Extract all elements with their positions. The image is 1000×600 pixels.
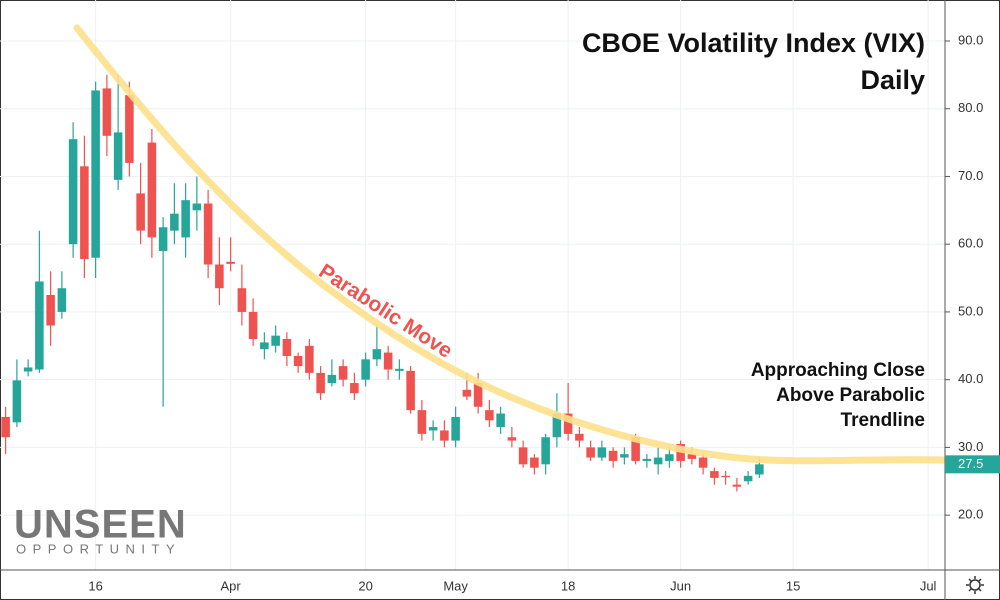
- candle-body: [710, 471, 719, 478]
- candle-body: [248, 311, 258, 340]
- candle-body: [586, 447, 595, 458]
- candle-body: [80, 166, 89, 260]
- parabolic-trendline: [73, 24, 949, 465]
- candle-body: [68, 139, 78, 245]
- x-tick-label: 20: [358, 578, 372, 593]
- candle-body: [530, 457, 539, 468]
- candle-body: [350, 383, 359, 394]
- candle-body: [620, 454, 629, 458]
- candle-body: [698, 457, 708, 468]
- candle-body: [665, 454, 674, 461]
- x-tick-label: Apr: [221, 578, 242, 593]
- candle-body: [721, 475, 730, 478]
- candle-body: [192, 203, 202, 211]
- last-price-label: 27.5: [958, 456, 983, 471]
- candle-body: [451, 416, 460, 441]
- candle-body: [327, 374, 337, 384]
- y-tick-label: 30.0: [958, 439, 983, 454]
- x-tick-label: Jul: [920, 578, 937, 593]
- candle-body: [541, 437, 550, 465]
- candle-body: [631, 437, 640, 461]
- candle-body: [181, 200, 190, 238]
- candle-body: [518, 447, 528, 465]
- candle-body: [282, 339, 292, 356]
- candle-body: [125, 95, 134, 163]
- candle-body: [462, 389, 472, 397]
- candle-body: [338, 366, 348, 380]
- axis-labels: 20.0 30.0 40.0 50.0 60.0 70.0 80.0 90.0 16 Apr 20 M…: [88, 32, 1000, 593]
- candle-body: [406, 370, 415, 411]
- candle-body: [215, 264, 224, 289]
- candle-body: [485, 410, 494, 421]
- candle-body: [372, 349, 382, 360]
- candle-body: [226, 261, 235, 264]
- candle-body: [1, 416, 10, 438]
- candle-body: [755, 464, 764, 475]
- candle-body: [237, 288, 247, 312]
- candle-body: [23, 367, 33, 372]
- candle-body: [316, 372, 325, 394]
- y-tick-label: 40.0: [958, 371, 983, 386]
- candle-body: [136, 193, 145, 231]
- candle-body: [417, 410, 427, 434]
- annotation: Trendline: [841, 410, 925, 431]
- y-tick-label: 80.0: [958, 100, 983, 115]
- candle-body: [271, 335, 280, 346]
- candle-body: [35, 281, 44, 370]
- candle-body: [428, 427, 438, 431]
- candle-body: [653, 457, 663, 465]
- chart-subtitle: Daily: [860, 65, 925, 95]
- candle-body: [305, 345, 314, 373]
- candle-body: [147, 142, 157, 238]
- chart-title: CBOE Volatility Index (VIX): [582, 28, 925, 58]
- candle-body: [575, 433, 584, 441]
- candle-body: [440, 430, 449, 441]
- logo-name: UNSEEN: [14, 503, 187, 547]
- x-tick-label: 18: [561, 578, 575, 593]
- candle-body: [361, 359, 370, 380]
- candle-body: [743, 475, 753, 482]
- candle-body: [113, 132, 123, 180]
- candle-body: [46, 294, 55, 326]
- x-tick-label: 15: [786, 578, 800, 593]
- logo-tagline: OPPORTUNITY: [16, 541, 181, 556]
- candle-body: [563, 413, 573, 434]
- candle-body: [473, 383, 483, 407]
- settings-icon[interactable]: [966, 576, 984, 594]
- candle-body: [642, 458, 652, 461]
- x-tick-label: 16: [88, 578, 102, 593]
- candle-body: [203, 203, 213, 265]
- candle-body: [170, 213, 179, 231]
- annotation: Above Parabolic: [776, 385, 925, 406]
- y-tick-label: 60.0: [958, 236, 983, 251]
- x-tick-label: May: [443, 578, 468, 593]
- x-tick-label: Jun: [670, 578, 691, 593]
- candle-body: [158, 227, 168, 251]
- candle-body: [687, 454, 697, 459]
- annotation: Approaching Close: [751, 360, 925, 381]
- candle-body: [496, 413, 505, 428]
- candle-body: [732, 484, 742, 487]
- candle-body: [12, 380, 22, 423]
- y-tick-label: 70.0: [958, 168, 983, 183]
- candle-body: [507, 437, 517, 441]
- candle-body: [102, 88, 112, 136]
- candle-body: [57, 288, 67, 312]
- candle-body: [597, 447, 607, 458]
- y-tick-label: 90.0: [958, 32, 983, 47]
- candle-body: [260, 342, 269, 350]
- last-price-box: [945, 455, 1000, 474]
- candle-body: [552, 413, 562, 438]
- candle-body: [395, 368, 404, 371]
- candle-body: [608, 450, 618, 461]
- candles: [1, 74, 764, 492]
- y-tick-label: 20.0: [958, 507, 983, 522]
- y-tick-label: 50.0: [958, 303, 983, 318]
- candle-body: [293, 355, 303, 367]
- candle-body: [91, 90, 100, 258]
- candle-body: [383, 352, 393, 370]
